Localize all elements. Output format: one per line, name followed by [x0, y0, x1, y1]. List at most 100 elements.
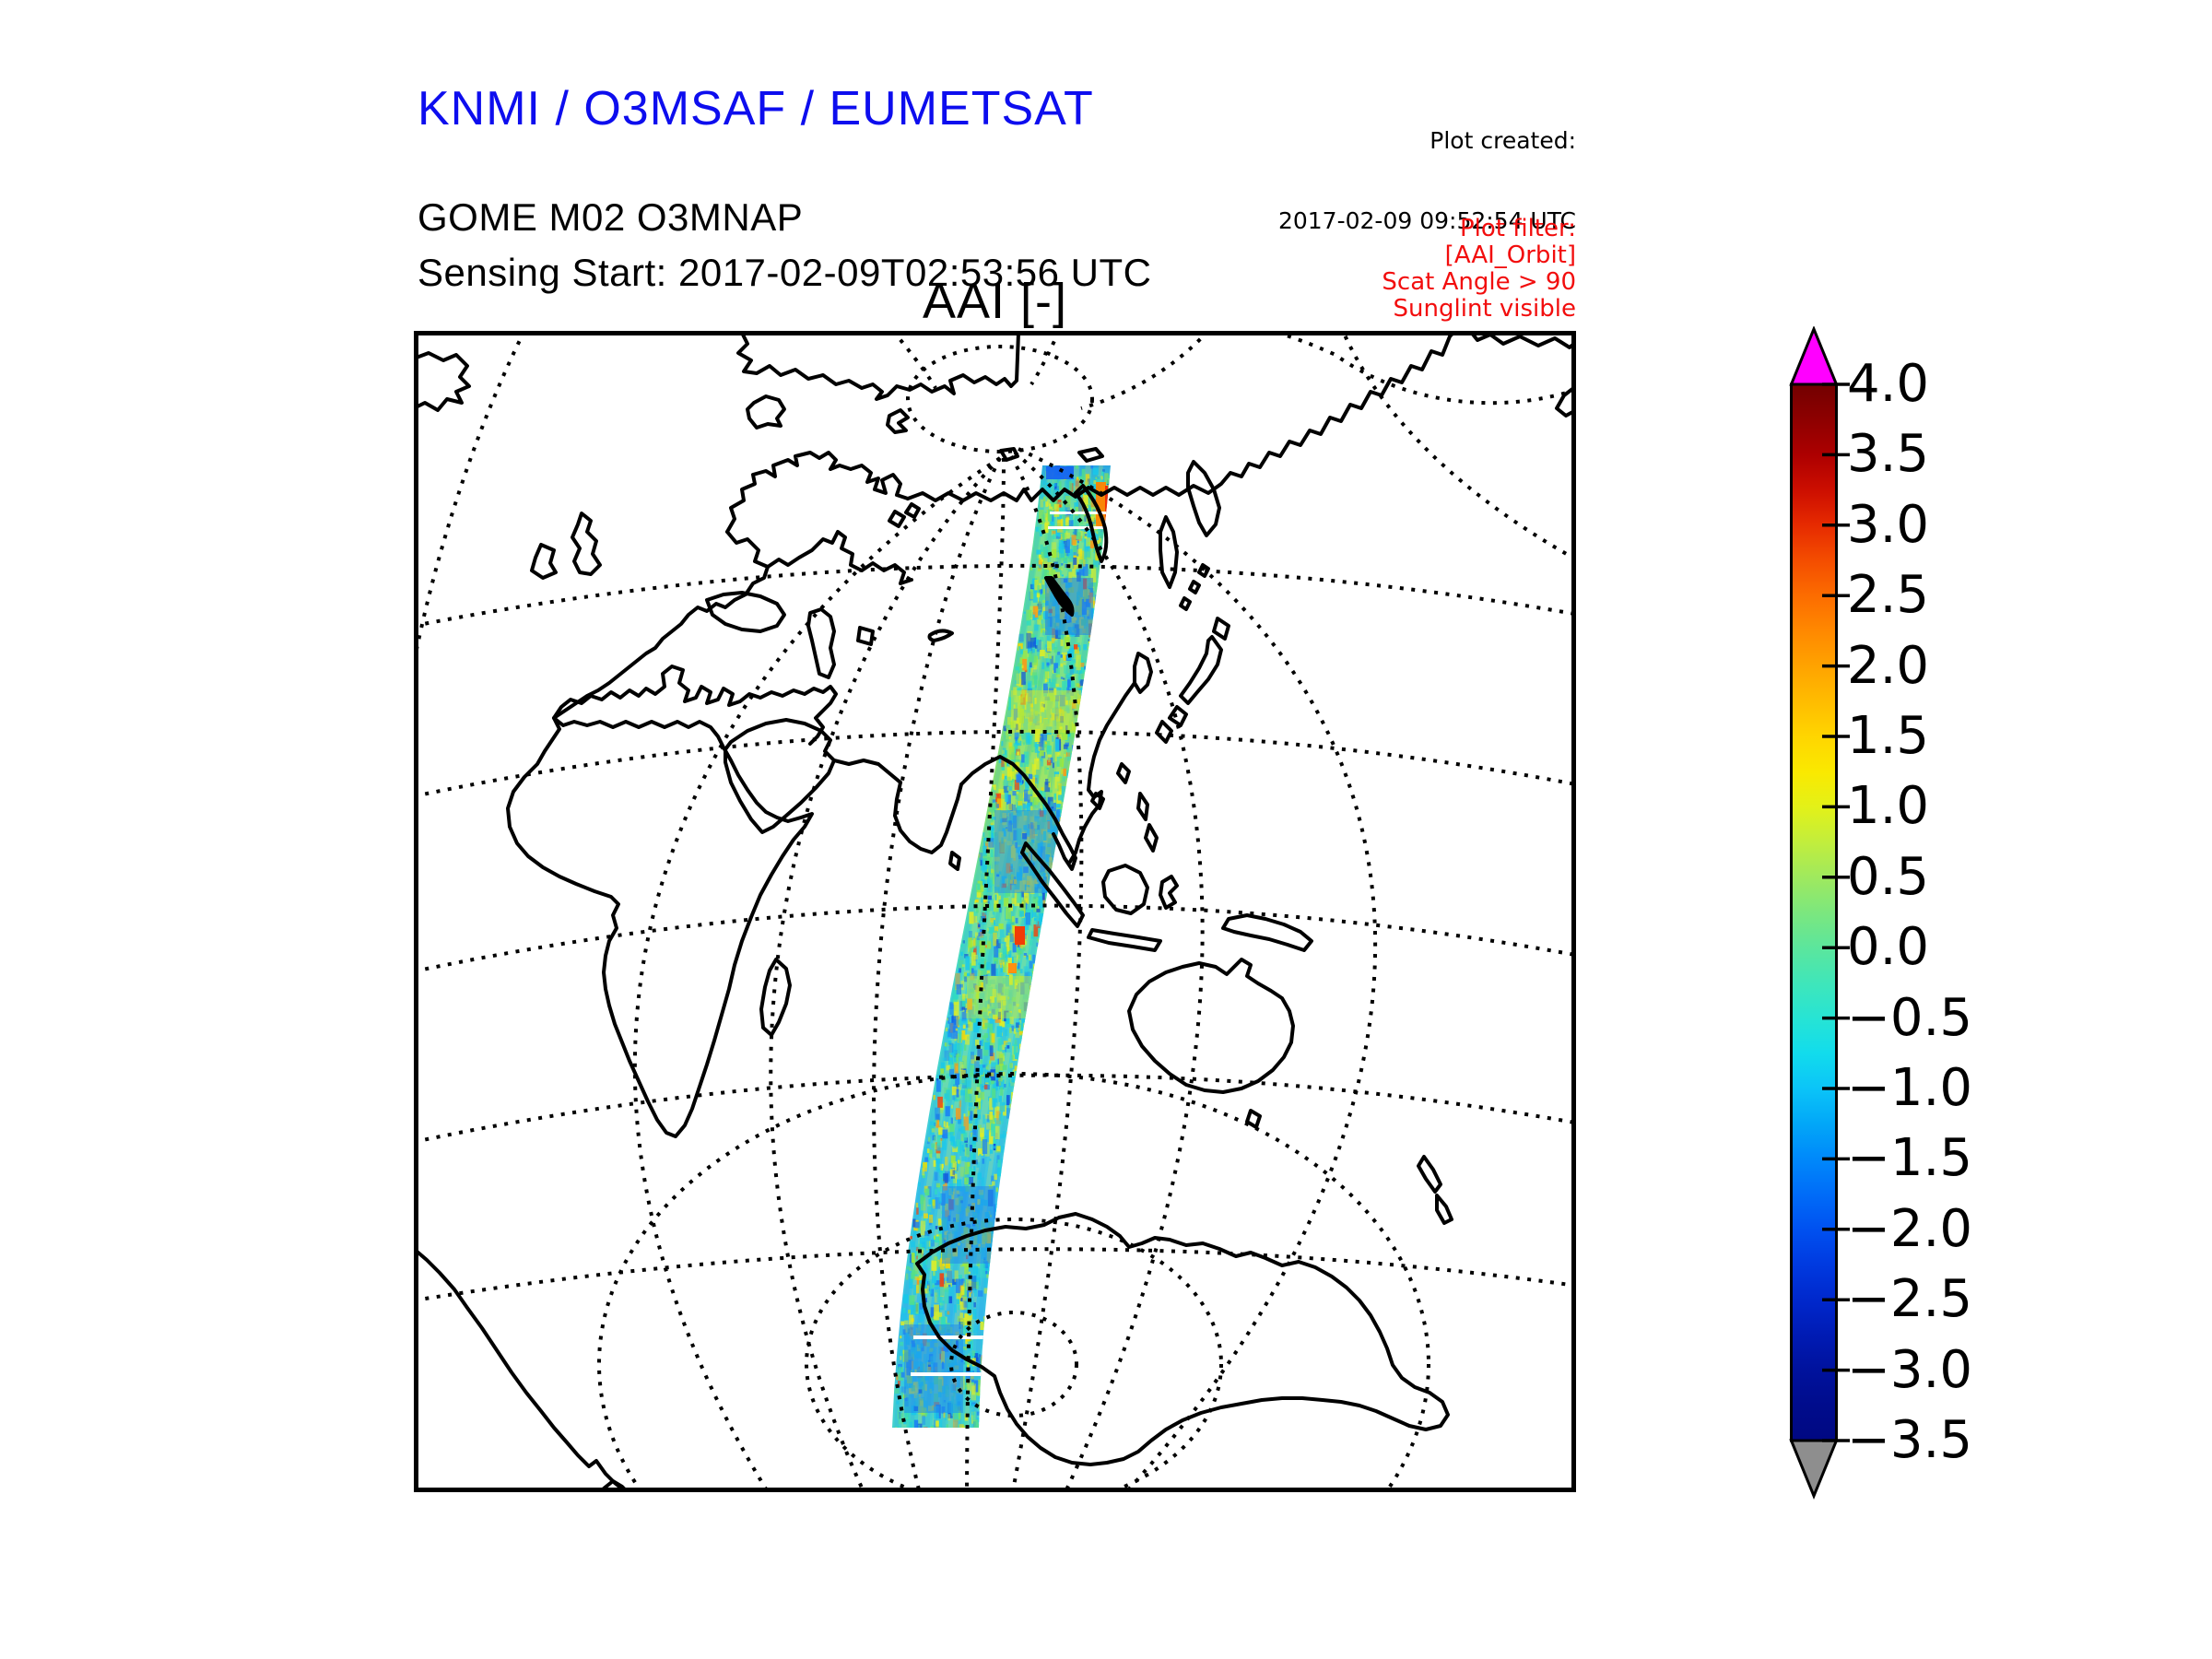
coast-kuril-1 [1179, 596, 1192, 611]
colorbar-over-arrow [1789, 326, 1839, 386]
colorbar-under-arrow [1789, 1439, 1839, 1500]
colorbar-tick-label-−2.5: −2.5 [1847, 1269, 1972, 1330]
coast-java [1087, 928, 1162, 952]
swath-feature-red-edge-north [1105, 486, 1108, 523]
colorbar-tick-label-−3.5: −3.5 [1847, 1410, 1972, 1470]
lake-ladoga [888, 510, 906, 528]
coast-korea [1133, 652, 1153, 694]
coast-borneo [1101, 864, 1149, 915]
colorbar-tick-label-−0.5: −0.5 [1847, 987, 1972, 1048]
colorbar-tick-label-4.0: 4.0 [1847, 354, 1930, 414]
colorbar-tick-label-0.5: 0.5 [1847, 846, 1930, 907]
coast-arctic-canada [414, 351, 471, 412]
coast-arctic-island [1077, 447, 1104, 463]
coast-balkhash [927, 629, 954, 642]
swath-feature-white-gap-north-2 [1048, 526, 1111, 529]
colorbar-tick-label-0.0: 0.0 [1847, 917, 1930, 978]
colorbar-svg [1789, 326, 1850, 1500]
lake-onega [904, 502, 921, 519]
coast-honshu [1179, 635, 1223, 705]
coastlines [414, 331, 1576, 1492]
swath-feature-yellow-band-mid-asia [1011, 690, 1081, 733]
coast-west-europe [552, 565, 770, 720]
coast-madagascar [759, 958, 792, 1037]
coast-great-britain [571, 512, 602, 576]
plot-filter-line-3: Sunglint visible [1393, 295, 1576, 323]
plot-filter-line-1: [AAI_Orbit] [1444, 241, 1576, 269]
swath-feature-red-spot-sumatra [1015, 926, 1025, 945]
plot-created-block: Plot created: 2017-02-09 09:52:54 UTC [1278, 74, 1576, 288]
colorbar-tick-label-3.5: 3.5 [1847, 424, 1930, 485]
plot-created-label: Plot created: [1430, 127, 1576, 154]
graticule [414, 331, 1576, 1492]
colorbar-tick-label-2.5: 2.5 [1847, 565, 1930, 626]
colorbar-gradient-bar [1790, 382, 1838, 1442]
plot-created-timestamp: 2017-02-09 09:52:54 UTC [1277, 207, 1576, 234]
coast-scandinavia-north [725, 451, 910, 534]
coast-greenland [736, 331, 1020, 401]
coast-novaya-zemlya [1074, 484, 1109, 563]
swath-feature-orange-spot-sumatra [1008, 963, 1017, 973]
coast-kuril-3 [1197, 563, 1210, 578]
coast-new-zealand-north [1417, 1155, 1442, 1194]
colorbar-tick-label-3.0: 3.0 [1847, 494, 1930, 555]
coast-new-zealand-south [1435, 1194, 1453, 1225]
colorbar-tick-label-−3.0: −3.0 [1847, 1339, 1972, 1400]
colorbar-tick-label-1.0: 1.0 [1847, 776, 1930, 837]
coast-aral [856, 626, 875, 646]
coast-kyushu [1155, 720, 1173, 744]
colorbar-tick-label-−1.0: −1.0 [1847, 1058, 1972, 1118]
sensing-start-label: Sensing Start: 2017-02-09T02:53:56 UTC [418, 251, 1152, 294]
colorbar [1789, 326, 1863, 1552]
coast-africa [506, 716, 814, 1138]
map-border [414, 331, 1576, 1492]
colorbar-ticks [1822, 382, 1850, 1442]
swath-feature-white-gap-antarctic-1 [913, 1335, 1001, 1339]
coast-baltic [725, 530, 913, 585]
coast-antarctica [915, 1212, 1450, 1466]
swath-feature-white-gap-antarctic-2 [911, 1372, 998, 1376]
colorbar-tick-label-−1.5: −1.5 [1847, 1128, 1972, 1189]
page-title: KNMI / O3MSAF / EUMETSAT [418, 82, 1094, 135]
coast-new-guinea [1221, 913, 1313, 952]
swath-feature-orange-streak-north [1096, 482, 1106, 526]
swath-feature-blue-cluster-south-china-sea [994, 810, 1059, 893]
coast-sakhalin [1159, 515, 1179, 589]
coast-shikoku [1168, 705, 1188, 727]
colorbar-tick-label-1.5: 1.5 [1847, 706, 1930, 766]
coast-black-sea [705, 591, 786, 633]
coast-iran-pakistan [832, 759, 902, 784]
swath-feature-white-gap-north-1 [1050, 512, 1111, 514]
coast-south-america [414, 1247, 631, 1492]
coast-alaska-edge [1555, 384, 1576, 418]
coast-india [893, 781, 963, 854]
plot-filter-line-2: Scat Angle > 90 [1382, 268, 1576, 296]
coast-sri-lanka [948, 851, 961, 871]
coast-bengal-burma-malay [959, 755, 1077, 871]
coast-philippines-1 [1136, 792, 1149, 821]
coast-svalbard [886, 408, 910, 434]
coast-arabia [724, 718, 836, 834]
world-map-panel [414, 331, 1576, 1492]
coast-kuril-2 [1188, 580, 1201, 594]
coast-australia [1127, 958, 1295, 1094]
colorbar-tick-label-2.0: 2.0 [1847, 635, 1930, 696]
coast-china-indochina [1068, 681, 1136, 864]
coast-ireland [530, 543, 558, 580]
coast-tasmania [1245, 1109, 1262, 1129]
plot-filter-block: Plot filter: [AAI_Orbit] Scat Angle > 90 Su… [1382, 216, 1576, 323]
coast-hokkaido [1212, 617, 1230, 641]
lake-baikal [1044, 576, 1075, 617]
world-map-svg [414, 331, 1576, 1492]
coast-siberia-north [906, 331, 1457, 502]
coast-sulawesi [1159, 875, 1179, 910]
coast-hainan [1090, 792, 1105, 810]
colorbar-tick-label-−2.0: −2.0 [1847, 1198, 1972, 1259]
map-title: AAI [-] [922, 274, 1068, 329]
swath-feature-yellow-band-indian-ocean [967, 976, 1031, 1018]
coast-kamchatka [1186, 460, 1221, 537]
coast-taiwan [1116, 762, 1131, 784]
coast-severnaya [999, 447, 1019, 462]
swath-feature-blue-region-southern-ocean-1 [942, 1186, 995, 1264]
